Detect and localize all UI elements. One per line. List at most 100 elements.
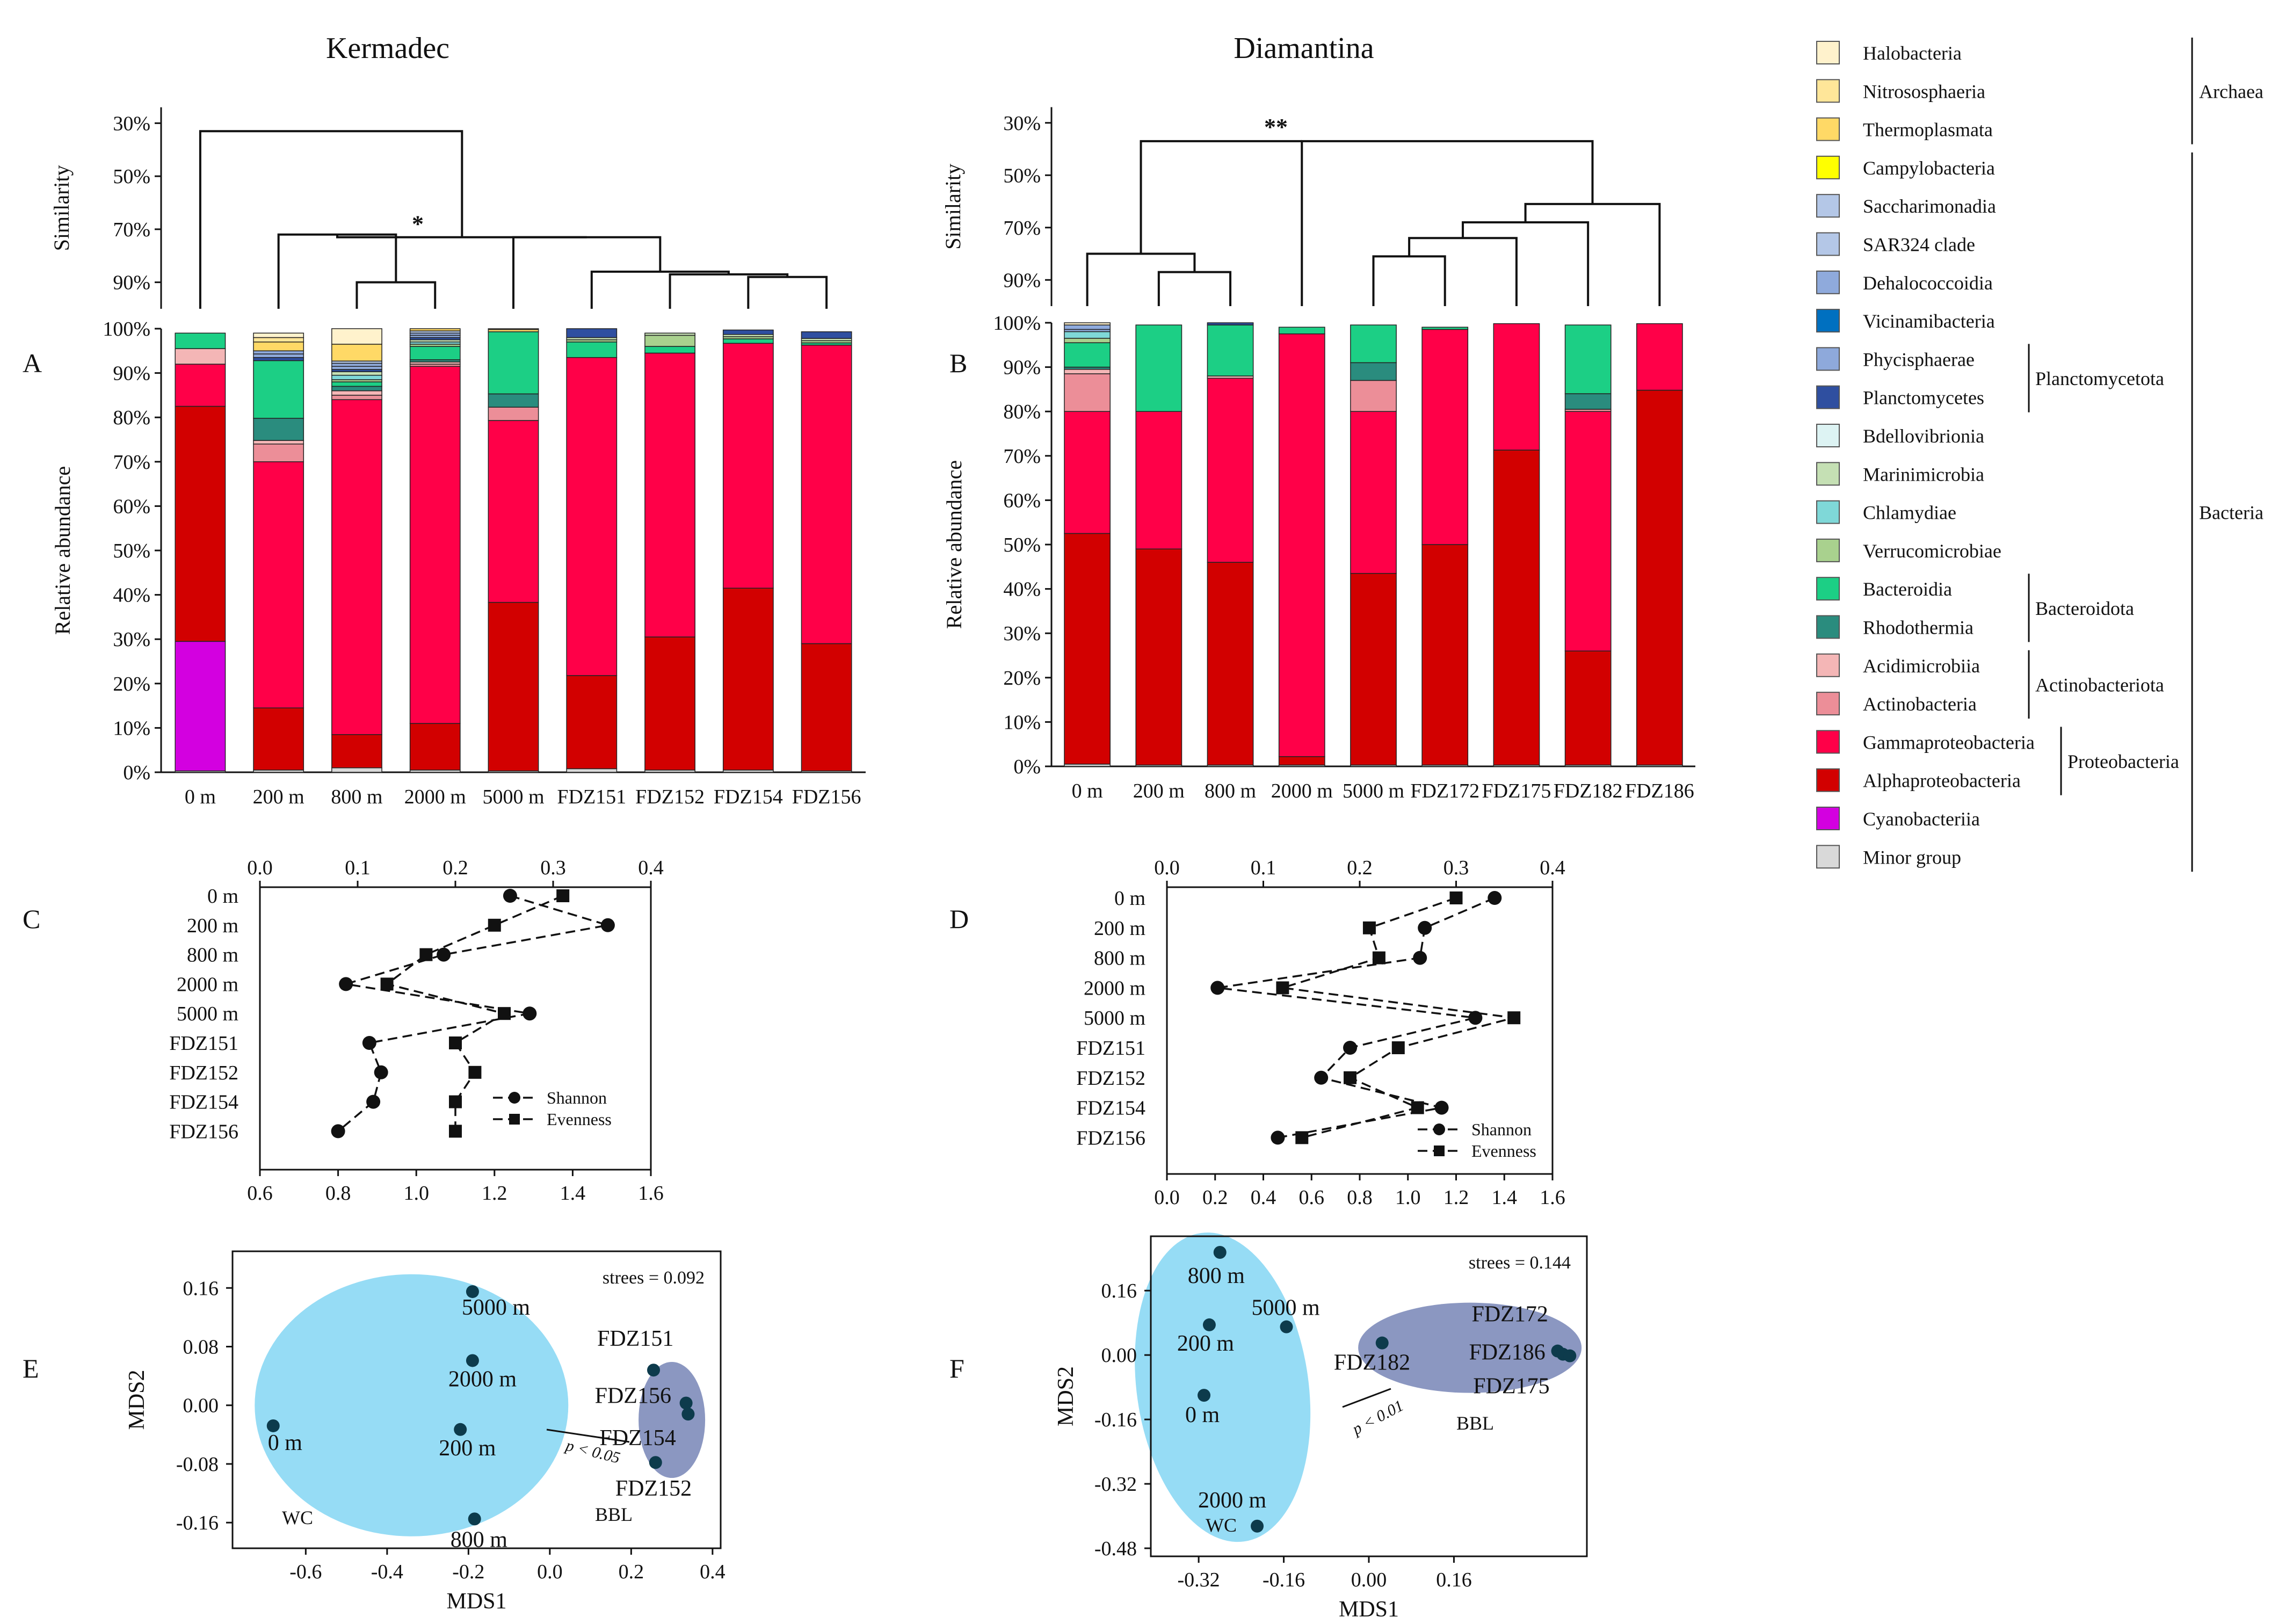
bar-segment-halobacteria (331, 328, 382, 345)
bottom-tick-label: 1.4 (560, 1182, 586, 1205)
nmds-point-label: FDZ175 (1473, 1374, 1549, 1399)
group-connector (1342, 1388, 1391, 1408)
bar-segment-planctomycetes (253, 357, 304, 361)
y-tick-label: -0.16 (176, 1512, 219, 1534)
nmds-point-label: 5000 m (1252, 1296, 1321, 1321)
y-tick-label: 100% (103, 318, 150, 340)
bar-segment-alphaproteobacteria (644, 636, 695, 771)
shannon-point (1468, 1011, 1483, 1025)
y-tick-label: 0.00 (1101, 1344, 1137, 1367)
chart-title: Diamantina (1234, 32, 1374, 65)
nmds-point-label: 0 m (268, 1431, 303, 1455)
dendrogram-link (199, 130, 463, 309)
x-tick-label: 5000 m (482, 786, 544, 808)
nmds-point-label: FDZ172 (1472, 1302, 1548, 1327)
dendrogram-link (336, 234, 587, 238)
group-label-bbl: BBL (595, 1504, 633, 1525)
evenness-point (488, 918, 501, 932)
bar-segment-gammaproteobacteria (1421, 329, 1469, 545)
bar-segment-actinobacteria (1064, 373, 1111, 412)
top-tick-label: 0.0 (247, 857, 273, 879)
nmds-point (1375, 1336, 1389, 1350)
bar-segment-rhodothermia (488, 393, 539, 408)
x-tick-label: -0.32 (1178, 1569, 1220, 1591)
similarity-tick-label: 30% (113, 112, 150, 135)
y-tick-label: -0.48 (1094, 1538, 1137, 1560)
bottom-tick-label: 0.6 (1299, 1186, 1325, 1209)
bar-segment-alphaproteobacteria (1135, 548, 1182, 766)
nmds-point-label: 200 m (439, 1436, 496, 1461)
legend-swatch-vicinamibacteria (1816, 309, 1840, 333)
panel-letter-b: B (949, 348, 967, 378)
bar-segment-rhodothermia (331, 386, 382, 392)
bar-segment-alphaproteobacteria (566, 675, 618, 770)
evenness-point (1391, 1041, 1405, 1054)
bar-segment-bacteroidia (1564, 324, 1612, 394)
shannon-point (600, 918, 615, 932)
x-tick-label: 0.0 (537, 1561, 563, 1583)
bar-segment-alphaproteobacteria (1350, 572, 1397, 766)
evenness-point (1344, 1071, 1357, 1084)
y-tick-label: 0% (1013, 756, 1041, 778)
top-tick-label: 0.2 (442, 857, 468, 879)
nmds-point (1213, 1245, 1227, 1259)
dendrogram-link (590, 270, 730, 309)
similarity-axis-label: Similarity (941, 164, 965, 250)
nmds-point-label: FDZ154 (599, 1426, 676, 1451)
x-tick-label: 5000 m (1343, 780, 1404, 802)
evenness-point (556, 889, 570, 902)
bar-segment-gammaproteobacteria (488, 420, 539, 603)
bar-segment-acidimicrobiia (175, 348, 226, 365)
nmds-point (649, 1456, 662, 1469)
evenness-point (449, 1095, 462, 1108)
legend-label-evenness: Evenness (547, 1110, 612, 1129)
bar-segment-planctomycetes (722, 329, 774, 335)
x-tick-label: 0.16 (1436, 1569, 1472, 1591)
bar-segment-gammaproteobacteria (1564, 411, 1612, 651)
bottom-tick-label: 1.6 (1540, 1186, 1565, 1209)
row-label: 200 m (1094, 917, 1145, 940)
legend-swatch-halobacteria (1816, 41, 1840, 64)
stress-label: strees = 0.092 (603, 1268, 705, 1288)
nmds-point (1202, 1318, 1216, 1331)
bar-segment-alphaproteobacteria (1421, 544, 1469, 766)
legend-label-campylobacteria: Campylobacteria (1863, 157, 1995, 179)
bottom-tick-label: 0.4 (1251, 1186, 1276, 1209)
bar-segment-marinimicrobia (644, 332, 695, 336)
evenness-point (498, 1007, 511, 1020)
nmds-point-label: FDZ186 (1469, 1340, 1545, 1365)
evenness-point (1449, 891, 1463, 904)
dendrogram-link (1140, 140, 1302, 254)
legend-label-saccharimonadia: Saccharimonadia (1863, 195, 1996, 217)
nmds-point-label: FDZ182 (1334, 1351, 1410, 1375)
taxa-legend: Halobacteria Nitrososphaeria Thermoplasmat… (1816, 38, 2264, 872)
row-label: FDZ154 (169, 1091, 238, 1114)
bar-segment-gammaproteobacteria (566, 357, 618, 676)
legend-label-alphaproteobacteria: Alphaproteobacteria (1863, 770, 2021, 792)
y-tick-label: 40% (113, 584, 150, 607)
legend-label-gammaproteobacteria: Gammaproteobacteria (1863, 731, 2035, 753)
x-tick-label: 0.4 (700, 1561, 726, 1583)
shannon-point (1343, 1041, 1358, 1055)
x-tick-label: 0.00 (1351, 1569, 1387, 1591)
x-tick-label: 2000 m (1271, 780, 1333, 802)
bar-segment-bacteroidia (488, 331, 539, 395)
shannon-point (1314, 1070, 1329, 1085)
x-axis-label: MDS1 (446, 1589, 506, 1614)
bottom-tick-label: 0.0 (1154, 1186, 1180, 1209)
shannon-point (1413, 951, 1427, 965)
bar-segment-gammaproteobacteria (801, 344, 852, 644)
legend-label-bdellovibrionia: Bdellovibrionia (1863, 425, 1984, 447)
nmds-point-label: FDZ151 (597, 1326, 673, 1351)
y-tick-label: 20% (113, 673, 150, 695)
x-tick-label: 200 m (1133, 780, 1185, 802)
bar-segment-halobacteria (488, 328, 539, 330)
bar-segment-alphaproteobacteria (1493, 450, 1540, 766)
legend-marker-shannon (1433, 1123, 1445, 1135)
top-tick-label: 0.4 (638, 857, 664, 879)
legend-label-cyanobacteriia: Cyanobacteriia (1863, 808, 1980, 830)
x-tick-label: -0.6 (289, 1561, 322, 1583)
x-tick-label: -0.2 (452, 1561, 484, 1583)
similarity-tick-label: 90% (113, 272, 150, 294)
